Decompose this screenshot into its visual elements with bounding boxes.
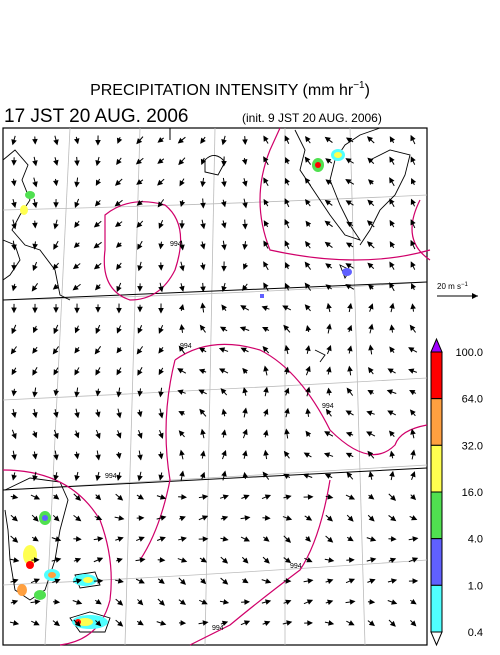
colorbar-label: 32.0 <box>462 440 483 452</box>
colorbar-segment <box>431 445 442 492</box>
title: PRECIPITATION INTENSITY (mm hr−1) <box>90 80 370 99</box>
colorbar-label: 16.0 <box>462 487 483 499</box>
contour-label: 994 <box>170 241 182 248</box>
colorbar-min-triangle <box>431 632 442 645</box>
contour-label: 994 <box>290 563 302 570</box>
vector-legend-label: 20 m s−1 <box>437 282 469 291</box>
colorbar-label: 64.0 <box>462 394 483 406</box>
init-time: (init. 9 JST 20 AUG. 2006) <box>242 111 382 125</box>
contour-label: 994 <box>180 343 192 350</box>
valid-time: 17 JST 20 AUG. 2006 <box>4 106 189 127</box>
map: 994 994 994 994 994 994 <box>3 128 430 645</box>
vector-legend-arrowhead <box>472 293 478 299</box>
colorbar-segment <box>431 399 442 446</box>
colorbar: 100.0 64.0 32.0 16.0 4.0 1.0 0.4 <box>431 339 483 645</box>
colorbar-max-triangle <box>431 339 442 352</box>
vector-legend: 20 m s−1 <box>437 282 478 299</box>
contour-label: 994 <box>322 403 334 410</box>
colorbar-segment <box>431 539 442 586</box>
colorbar-label: 4.0 <box>468 534 483 546</box>
colorbar-label: 1.0 <box>468 580 483 592</box>
colorbar-segment <box>431 492 442 539</box>
colorbar-segment <box>431 585 442 632</box>
contour-label: 994 <box>105 473 117 480</box>
colorbar-label: 100.0 <box>455 347 483 359</box>
colorbar-segment <box>431 352 442 399</box>
contour-label: 994 <box>212 625 224 632</box>
colorbar-label: 0.4 <box>468 627 483 639</box>
